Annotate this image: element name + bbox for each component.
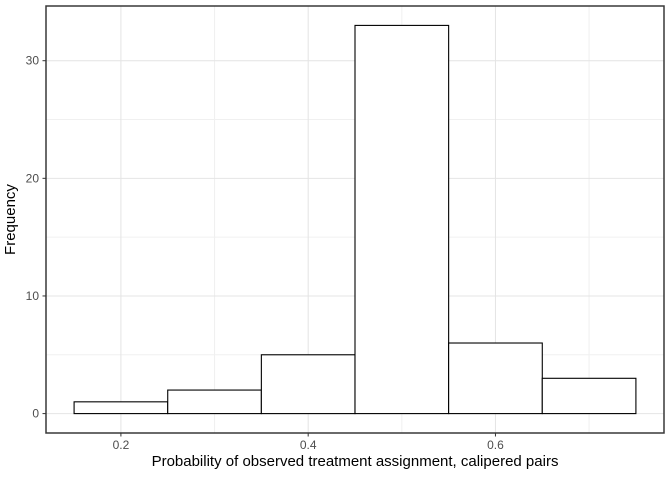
x-tick-label: 0.2 (113, 438, 130, 452)
histogram-bar (541, 377, 637, 415)
histogram-bar (260, 354, 356, 415)
histogram-bar (73, 401, 169, 415)
histogram-bar (354, 24, 450, 415)
y-tick-label: 0 (32, 407, 39, 421)
y-tick-label: 30 (26, 54, 40, 68)
x-tick-label: 0.4 (300, 438, 317, 452)
y-axis-title: Frequency (2, 184, 19, 255)
x-axis-title: Probability of observed treatment assign… (152, 453, 559, 470)
histogram-bar (167, 389, 262, 415)
y-tick-label: 20 (26, 171, 40, 185)
histogram-bar (448, 342, 543, 415)
x-tick-label: 0.6 (487, 438, 504, 452)
panel-border (45, 5, 665, 434)
y-tick-label: 10 (26, 289, 40, 303)
